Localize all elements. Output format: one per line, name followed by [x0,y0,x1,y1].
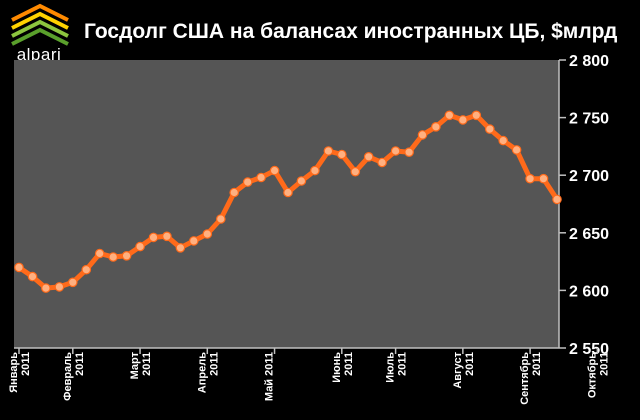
logo-chevron-1 [11,3,69,22]
data-point [54,282,65,292]
y-tick-label: 2 600 [569,283,609,300]
x-tick-label-line2: 2011 [141,352,153,376]
plot-area [14,60,559,348]
data-point [229,187,239,198]
x-tick-label: Февраль 2011 [62,352,86,401]
data-point [202,229,213,239]
data-point [404,147,414,157]
x-tick-label: Сентябрь 2011 [519,352,543,405]
data-point [256,172,266,183]
x-tick-label-line1: Май 2011 [264,352,276,401]
x-tick-label-line2: 2011 [74,352,86,376]
chart-title: Госдолг США на балансах иностранных ЦБ, … [84,20,618,43]
data-point [377,157,387,168]
x-tick-label-line1: Март [129,351,141,379]
x-tick-label-line2: 2011 [208,352,220,376]
x-tick-label-line2: 2011 [20,352,32,376]
x-axis: Январь 2011 Февраль 2011 Март 2011 Апрель 2011 М… [8,347,610,405]
x-tick-label-line1: Октябрь [586,352,598,398]
y-tick-label: 2 750 [569,111,609,128]
data-point [216,214,226,224]
data-point [323,146,334,156]
data-point [363,152,374,162]
data-point [538,173,549,184]
data-point [135,241,145,252]
data-point [552,194,562,205]
x-tick-label: Май 2011 [264,352,276,401]
data-point [283,187,293,198]
x-tick-label-line2: 2011 [343,352,355,376]
data-point [444,110,455,121]
data-point [511,145,522,155]
logo-chevron-4 [11,27,69,46]
x-tick-label: Октябрь 2011 [586,352,610,398]
data-point [310,165,320,176]
data-point [484,124,495,134]
data-point [390,146,401,156]
data-point [525,173,535,184]
data-point [175,243,186,253]
logo-text: alpari [16,45,62,64]
data-point [121,251,132,261]
x-tick-label-line2: 2011 [531,352,543,376]
data-point [189,236,199,246]
data-point [162,231,172,242]
x-tick-label: Июнь 2011 [331,352,355,383]
x-tick-label: Август 2011 [452,351,476,388]
x-tick-label-line2: 2011 [598,352,610,376]
data-point [498,135,508,146]
data-point [471,110,482,121]
data-point [417,130,428,140]
x-tick-label-line2: 2011 [464,352,476,376]
x-tick-label-line1: Февраль [62,352,74,401]
series-group [14,110,562,293]
alpari-logo [11,3,69,46]
data-point [41,283,51,293]
x-tick-label-line1: Июль [385,352,397,383]
x-tick-label-line1: Июнь [331,352,343,383]
y-tick-label: 2 650 [569,226,609,243]
data-point [148,232,159,243]
data-point [431,122,441,132]
x-tick-label-line1: Август [452,351,464,388]
data-point [336,149,347,160]
x-tick-label: Январь 2011 [8,352,32,393]
data-point [458,115,468,125]
data-point [27,271,38,282]
y-tick-label: 2 550 [569,341,609,358]
y-axis: 2 550 2 600 2 650 2 700 2 750 2 800 [558,53,609,358]
data-point [108,252,118,262]
logo-chevron-2 [11,11,69,30]
logo-chevron-3 [11,19,69,38]
x-tick-label-line1: Январь [8,352,20,393]
data-point [269,165,280,176]
data-point [14,262,24,273]
data-point [242,177,253,187]
y-tick-label: 2 700 [569,168,609,185]
x-tick-label-line1: Сентябрь [519,352,531,405]
x-tick-label-line2: 2011 [397,352,409,376]
data-point [296,176,307,186]
x-tick-label: Июль 2011 [385,352,409,383]
x-tick-label-line1: Апрель [196,352,208,393]
data-point [350,166,361,177]
data-point [68,277,78,288]
data-point [81,264,92,275]
data-point [94,248,105,259]
x-tick-label: Апрель 2011 [196,352,220,393]
y-tick-label: 2 800 [569,53,609,70]
x-tick-label: Март 2011 [129,351,153,379]
